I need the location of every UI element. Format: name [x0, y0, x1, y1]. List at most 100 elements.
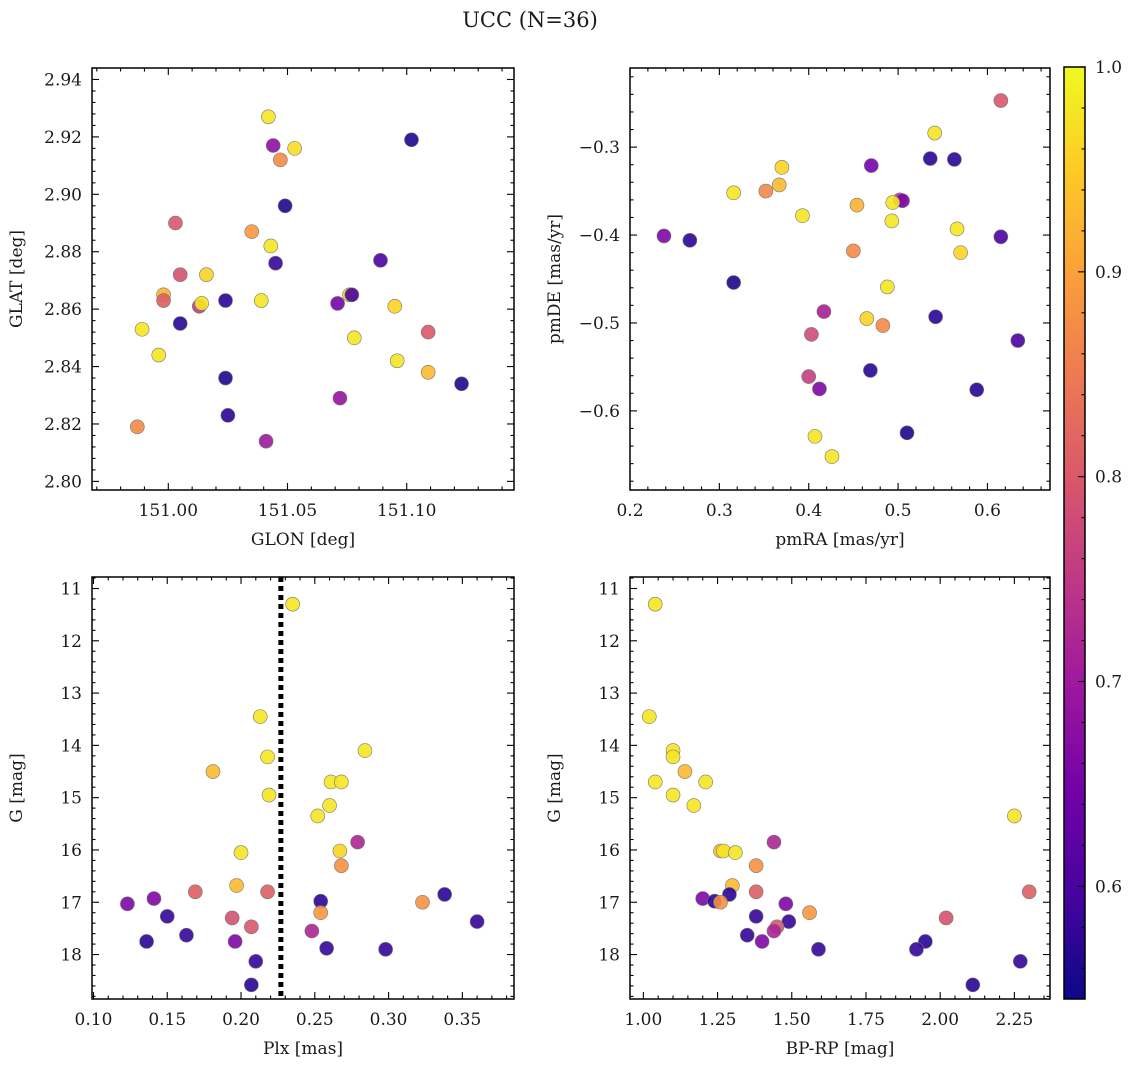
colorbar: 0.6 0.7 0.8 0.9 1.0 — [1063, 58, 1122, 1000]
y-tick-label: 17 — [598, 893, 620, 913]
y-tick-label: 16 — [598, 841, 620, 861]
colorbar-gradient — [1063, 66, 1086, 1000]
scatter-point — [748, 909, 764, 924]
scatter-point — [880, 279, 895, 295]
x-tick-label: 0.5 — [885, 501, 912, 521]
scatter-point — [949, 221, 965, 237]
scatter-point — [728, 845, 743, 860]
scatter-point — [863, 363, 878, 378]
scatter-point — [319, 940, 334, 956]
scatter-points — [656, 93, 1026, 464]
scatter-point — [357, 743, 373, 758]
scatter-point — [179, 927, 194, 943]
x-tick-label: 151.10 — [377, 501, 436, 521]
scatter-point — [159, 909, 175, 924]
scatter-point — [229, 878, 244, 893]
scatter-point — [665, 787, 681, 803]
y-tick-label: 18 — [598, 946, 620, 966]
colorbar-tick-label: 0.7 — [1095, 673, 1122, 693]
scatter-point — [344, 287, 360, 303]
scatter-point — [726, 185, 741, 201]
scatter-point — [647, 774, 663, 790]
y-tick-label: 13 — [60, 684, 82, 704]
y-tick-label: 14 — [598, 736, 620, 756]
y-tick-label: 12 — [60, 632, 82, 652]
scatter-point — [695, 891, 711, 906]
scatter-points — [641, 596, 1037, 993]
scatter-point — [420, 364, 436, 380]
scatter-point — [698, 774, 713, 790]
scatter-point — [885, 195, 901, 210]
scatter-point — [758, 183, 774, 199]
scatter-point — [909, 942, 924, 957]
scatter-point — [771, 177, 787, 193]
scatter-point — [134, 321, 150, 337]
colorbar-tick-label: 0.8 — [1095, 468, 1122, 488]
figure-title: UCC (N=36) — [462, 8, 598, 32]
x-axis-label: pmRA [mas/yr] — [775, 530, 904, 550]
scatter-point — [859, 311, 875, 326]
scatter-point — [824, 449, 840, 464]
scatter-point — [686, 798, 702, 813]
scatter-point — [437, 887, 452, 902]
scatter-point — [748, 884, 764, 900]
y-tick-label: −0.4 — [579, 226, 620, 246]
scatter-point — [804, 327, 819, 342]
scatter-point — [373, 253, 388, 268]
scatter-point — [187, 884, 203, 900]
scatter-point — [420, 324, 436, 340]
scatter-point — [244, 224, 260, 239]
y-tick-label: −0.6 — [579, 402, 620, 422]
scatter-point — [641, 709, 657, 724]
y-tick-label: 13 — [598, 684, 620, 704]
scatter-point — [748, 858, 764, 873]
scatter-point — [218, 293, 233, 308]
x-tick-label: 151.05 — [258, 501, 317, 521]
y-tick-label: 2.80 — [44, 472, 82, 492]
y-tick-label: −0.5 — [579, 314, 620, 334]
y-tick-label: 12 — [598, 632, 620, 652]
scatter-point — [969, 382, 985, 398]
plot-area — [92, 577, 514, 999]
scatter-point — [224, 910, 240, 926]
panel-pmra-pmde: 0.2 0.3 0.4 0.5 0.6 −0.6 −0.5 −0.4 −0.3 pmRA [mas… — [545, 67, 1051, 550]
y-tick-label: 2.86 — [44, 300, 82, 320]
x-tick-label: 0.2 — [616, 501, 643, 521]
y-tick-label: 11 — [60, 580, 82, 600]
y-tick-label: 11 — [598, 580, 620, 600]
scatter-point — [218, 370, 233, 386]
y-tick-label: −0.3 — [579, 138, 620, 158]
scatter-point — [389, 353, 405, 369]
scatter-point — [248, 954, 264, 969]
y-tick-label: 14 — [60, 736, 82, 756]
scatter-point — [1013, 954, 1028, 969]
scatter-point — [927, 125, 943, 141]
x-tick-label: 151.00 — [139, 501, 198, 521]
scatter-point — [415, 894, 430, 910]
scatter-point — [863, 158, 879, 173]
scatter-point — [378, 942, 393, 957]
scatter-point — [332, 843, 348, 859]
scatter-point — [454, 376, 469, 392]
y-tick-label: 16 — [60, 841, 82, 861]
x-tick-label: 2.00 — [921, 1010, 959, 1030]
panel-plx-g: 0.10 0.15 0.20 0.25 0.30 0.35 11 12 13 14 15 16 17 18… — [7, 576, 515, 1059]
scatter-point — [656, 228, 672, 244]
scatter-point — [807, 429, 823, 444]
scatter-point — [265, 138, 281, 153]
scatter-point — [1021, 884, 1037, 900]
x-tick-label: 0.20 — [222, 1010, 260, 1030]
x-axis-label: Plx [mas] — [263, 1039, 343, 1059]
x-tick-label: 0.4 — [795, 501, 822, 521]
scatter-point — [287, 141, 302, 156]
scatter-point — [220, 408, 236, 423]
scatter-point — [899, 425, 915, 441]
scatter-point — [965, 977, 981, 993]
scatter-point — [277, 198, 293, 214]
scatter-point — [261, 787, 277, 803]
y-tick-label: 2.94 — [44, 70, 82, 90]
scatter-point — [285, 596, 300, 612]
scatter-point — [922, 151, 938, 166]
scatter-point — [1007, 808, 1022, 824]
x-tick-label: 0.25 — [296, 1010, 334, 1030]
